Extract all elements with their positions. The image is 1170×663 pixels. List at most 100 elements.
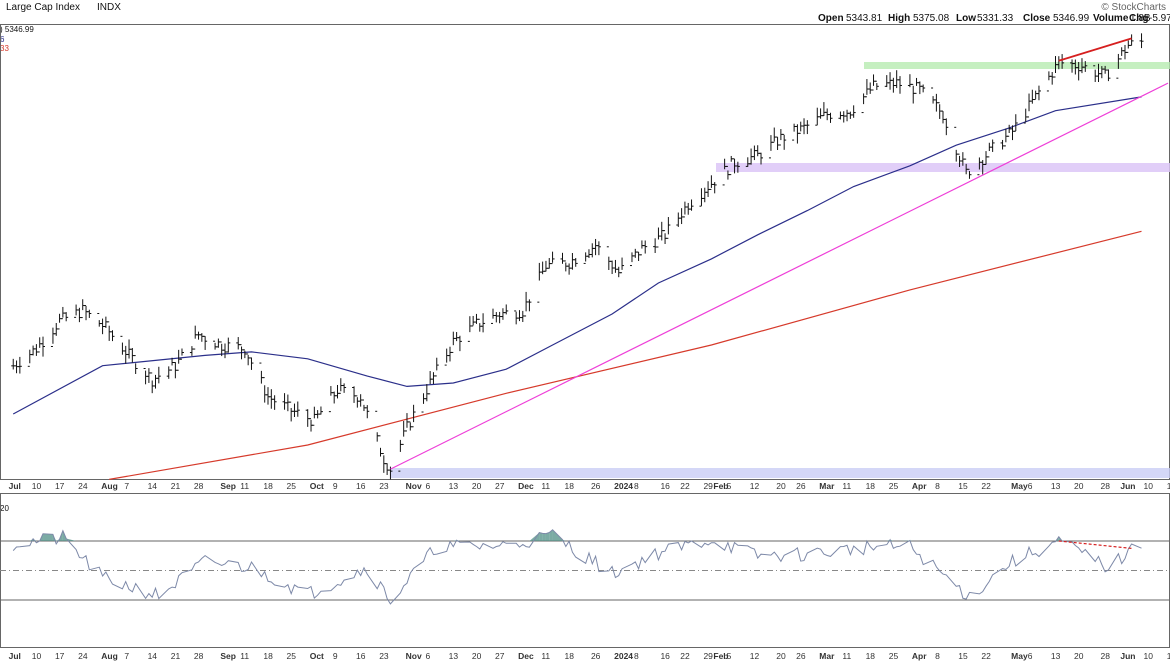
x-tick-bottom: 6 [1028, 651, 1033, 661]
purple-zone [716, 163, 1170, 172]
x-tick-bottom: 27 [495, 651, 505, 661]
ma200-legend: 33 [0, 44, 9, 53]
x-tick-main: Aug [101, 481, 118, 491]
x-tick-bottom: 5 [727, 651, 732, 661]
x-tick-bottom: 16 [660, 651, 670, 661]
x-tick-bottom: 23 [379, 651, 389, 661]
chg-label: Chg [1129, 13, 1149, 24]
x-tick-main: Dec [518, 481, 534, 491]
x-tick-main: 18 [263, 481, 273, 491]
x-tick-bottom: 2024 [614, 651, 633, 661]
x-tick-main: 6 [1028, 481, 1033, 491]
x-tick-main: 13 [1051, 481, 1061, 491]
x-tick-bottom: 25 [287, 651, 297, 661]
x-axis-bottom: Jul 10 17 24 Aug 7 14 21 28 Sep 11 18 25 Oct 9 16 23 Nov 6… [9, 651, 1170, 661]
brand-watermark: © StockCharts [1101, 2, 1166, 13]
x-tick-main: 26 [591, 481, 601, 491]
x-tick-main: 26 [796, 481, 806, 491]
x-tick-bottom: 11 [842, 651, 851, 661]
x-tick-main: May [1011, 481, 1028, 491]
x-tick-bottom: 17 [55, 651, 65, 661]
rsi-overbought-fill [545, 532, 550, 541]
x-tick-main: 8 [634, 481, 639, 491]
x-tick-main: Jul [9, 481, 21, 491]
rsi-overbought-fill [529, 532, 540, 541]
x-tick-main: Apr [912, 481, 927, 491]
x-tick-main: 22 [981, 481, 991, 491]
x-tick-bottom: May [1011, 651, 1028, 661]
x-tick-main: Sep [220, 481, 236, 491]
rsi-line-group [12, 529, 1142, 605]
rsi-legend: 20 [0, 504, 9, 513]
x-tick-bottom: 12 [750, 651, 760, 661]
x-tick-bottom: 18 [866, 651, 876, 661]
x-tick-bottom: Jun [1120, 651, 1135, 661]
x-tick-main: 10 [32, 481, 42, 491]
rsi-overbought-fill [43, 533, 53, 541]
x-tick-bottom: Nov [406, 651, 422, 661]
low-value: 5331.33 [977, 13, 1014, 24]
x-tick-main: 28 [194, 481, 204, 491]
rsi-overbought-fill [549, 529, 553, 541]
x-tick-bottom: 11 [240, 651, 249, 661]
main-panel-frame [0, 24, 1170, 480]
volume-label: Volume [1093, 13, 1129, 24]
x-tick-main: 16 [660, 481, 670, 491]
x-tick-bottom: 26 [796, 651, 806, 661]
x-tick-bottom: Aug [101, 651, 118, 661]
x-tick-bottom: 8 [935, 651, 940, 661]
x-tick-main: Feb [713, 481, 728, 491]
ohlc-bar: Open 5343.81 High 5375.08 Low 5331.33 Cl… [0, 13, 1170, 25]
chg-value: -5.97 [1149, 13, 1170, 24]
x-tick-main: 15 [958, 481, 968, 491]
rsi-overbought-fill [66, 538, 77, 541]
ma50-legend: 6 [0, 35, 5, 44]
x-tick-bottom: 17 [1167, 651, 1170, 661]
close-value: 5346.99 [1053, 13, 1090, 24]
rsi-divergence-line [1058, 540, 1132, 549]
x-tick-main: Nov [406, 481, 422, 491]
x-tick-bottom: 13 [449, 651, 459, 661]
x-tick-bottom: 20 [1074, 651, 1084, 661]
x-tick-main: 27 [495, 481, 505, 491]
x-tick-main: 10 [1144, 481, 1154, 491]
ma200-line-group [109, 230, 1142, 480]
x-tick-bottom: 25 [889, 651, 899, 661]
x-tick-main: 7 [124, 481, 129, 491]
x-tick-bottom: 28 [1101, 651, 1111, 661]
x-tick-bottom: Dec [518, 651, 534, 661]
open-label: Open [818, 13, 844, 24]
x-tick-bottom: 28 [194, 651, 204, 661]
close-label: Close [1023, 13, 1051, 24]
x-tick-bottom: 8 [634, 651, 639, 661]
x-tick-bottom: 18 [263, 651, 273, 661]
x-tick-main: 23 [379, 481, 389, 491]
blue-zone [390, 468, 1170, 478]
x-tick-main: 29 [703, 481, 713, 491]
x-tick-bottom: 21 [171, 651, 181, 661]
low-label: Low [956, 13, 976, 24]
x-tick-main: 25 [287, 481, 297, 491]
x-tick-bottom: 11 [541, 651, 550, 661]
x-tick-main: 14 [148, 481, 158, 491]
x-tick-main: 18 [866, 481, 876, 491]
x-tick-bottom: 22 [981, 651, 991, 661]
x-tick-bottom: 6 [426, 651, 431, 661]
price-bars-group [11, 33, 1144, 480]
x-tick-main: Jun [1120, 481, 1135, 491]
x-tick-bottom: 9 [333, 651, 338, 661]
x-tick-bottom: 20 [472, 651, 482, 661]
volume-value: 1.8B [1130, 13, 1151, 24]
x-tick-bottom: 29 [703, 651, 713, 661]
rsi-line [12, 529, 1142, 605]
x-tick-bottom: 10 [32, 651, 42, 661]
open-value: 5343.81 [846, 13, 883, 24]
rsi-overbought-fill [52, 534, 57, 541]
green-zone [864, 62, 1170, 69]
x-tick-main: 20 [472, 481, 482, 491]
x-tick-main: Oct [310, 481, 324, 491]
x-tick-bottom: Feb [713, 651, 728, 661]
x-tick-bottom: 24 [78, 651, 88, 661]
rsi-levels-group [0, 540, 1170, 601]
high-value: 5375.08 [913, 13, 950, 24]
